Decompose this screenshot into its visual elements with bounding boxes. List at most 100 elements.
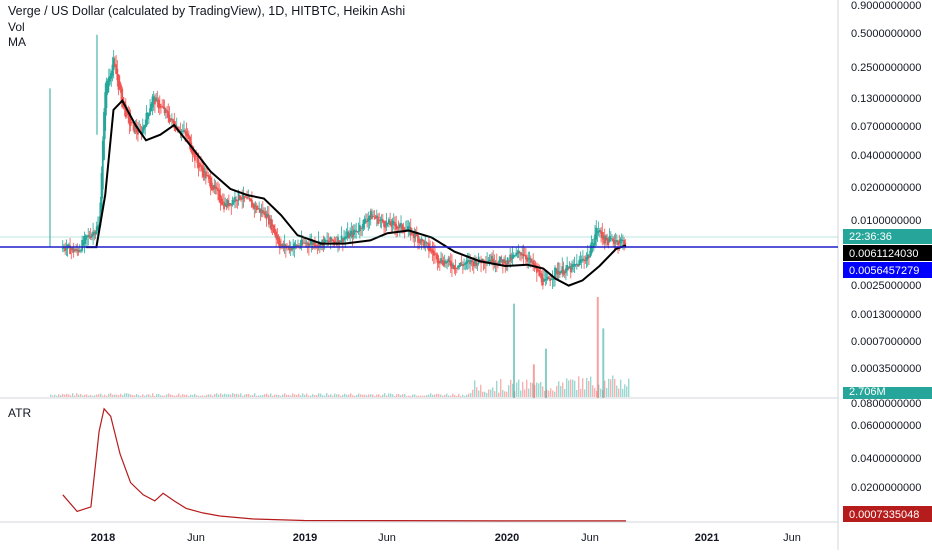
time-axis-label: 2019	[293, 532, 317, 544]
candle-body	[271, 224, 274, 227]
candle-body	[281, 244, 284, 246]
candle-body	[366, 220, 368, 223]
candle-body	[120, 84, 122, 93]
volume-bar	[474, 380, 476, 397]
vol-indicator-label[interactable]: Vol	[8, 20, 25, 34]
price-axis-label: 0.0003500000	[851, 363, 921, 375]
candle-body	[350, 230, 353, 235]
volume-bar	[86, 394, 88, 397]
candle-body	[341, 238, 344, 243]
candle-body	[383, 220, 385, 227]
candle-body	[76, 249, 79, 251]
volume-bar	[416, 395, 418, 397]
candle-body	[540, 273, 543, 283]
volume-bar	[316, 395, 318, 397]
volume-bar	[156, 393, 158, 397]
volume-bar	[552, 390, 554, 397]
candle-body	[133, 122, 136, 133]
candle-body	[557, 271, 560, 273]
candle-body	[392, 221, 395, 223]
candle-body	[614, 241, 617, 243]
candle-body	[362, 219, 365, 229]
candle-body	[407, 226, 410, 230]
candle-body	[531, 260, 533, 262]
volume-bar	[198, 395, 200, 397]
volume-bar	[440, 394, 442, 397]
candle-body	[301, 242, 304, 244]
candle-body	[481, 258, 484, 262]
atr-indicator-label[interactable]: ATR	[8, 406, 32, 420]
volume-bar	[232, 393, 234, 397]
volume-bar	[186, 394, 188, 397]
volume-bar	[152, 393, 154, 397]
candle-body	[310, 240, 313, 245]
volume-bar	[140, 395, 142, 397]
price-axis-label: 0.0600000000	[851, 420, 921, 432]
volume-bar	[550, 388, 552, 397]
volume-bar	[384, 393, 386, 397]
candle-body	[436, 254, 439, 263]
candle-body	[185, 131, 188, 136]
candle-body	[97, 225, 99, 230]
volume-bar	[582, 378, 584, 397]
time-axis-label: 2020	[495, 532, 519, 544]
price-axis-label: 0.0007000000	[851, 336, 921, 348]
candle-body	[466, 260, 469, 263]
hline-price-tag: 0.0056457279	[849, 265, 919, 277]
candle-body	[441, 260, 444, 264]
candle-body	[487, 261, 490, 263]
candle-body	[283, 244, 286, 247]
candle-body	[468, 260, 470, 262]
volume-bar	[206, 394, 208, 397]
candle-body	[221, 201, 224, 203]
volume-bar	[80, 393, 82, 397]
volume-bar	[326, 393, 328, 397]
candle-body	[424, 242, 427, 244]
volume-bar	[234, 394, 236, 397]
price-axis-label: 0.0025000000	[851, 280, 921, 292]
candle-body	[219, 194, 222, 203]
candle-body	[208, 176, 211, 180]
ma-indicator-label[interactable]: MA	[8, 35, 26, 49]
volume-spike-bar	[596, 297, 599, 398]
volume-bar	[56, 395, 58, 397]
volume-bar	[556, 385, 558, 397]
candle-body	[475, 261, 478, 267]
candle-body	[192, 150, 195, 153]
candle-body	[525, 255, 527, 260]
candle-body	[375, 215, 378, 218]
price-axis-label: 0.0013000000	[851, 309, 921, 321]
candle-body	[128, 112, 131, 125]
candle-body	[241, 198, 244, 200]
candle-body	[537, 269, 539, 271]
volume-bar	[512, 383, 514, 397]
volume-bar	[482, 391, 484, 397]
volume-bar	[372, 394, 374, 397]
candle-body	[505, 263, 508, 265]
volume-bar	[100, 393, 102, 397]
volume-bar	[402, 394, 404, 397]
volume-bar	[258, 395, 260, 397]
volume-bar	[254, 393, 256, 397]
candle-body	[146, 113, 149, 120]
volume-bar	[620, 379, 622, 397]
volume-bar	[386, 395, 388, 397]
candle-body	[613, 239, 616, 244]
volume-bar	[160, 395, 162, 397]
candle-body	[198, 163, 201, 167]
candle-body	[266, 213, 269, 217]
volume-bar	[70, 395, 72, 397]
price-axis-label: 0.0200000000	[851, 482, 921, 494]
axes: 0.9000000000 0.5000000000 0.2500000000 0.13…	[91, 0, 922, 544]
candle-body	[489, 260, 492, 263]
candle-body	[212, 186, 215, 191]
candle-body	[243, 196, 246, 198]
time-axis-label: Jun	[581, 532, 599, 544]
volume-bar	[528, 388, 530, 397]
volume-bar	[330, 394, 332, 397]
volume-bar	[304, 394, 306, 397]
volume-bar	[418, 395, 420, 397]
candle-body	[217, 188, 219, 192]
